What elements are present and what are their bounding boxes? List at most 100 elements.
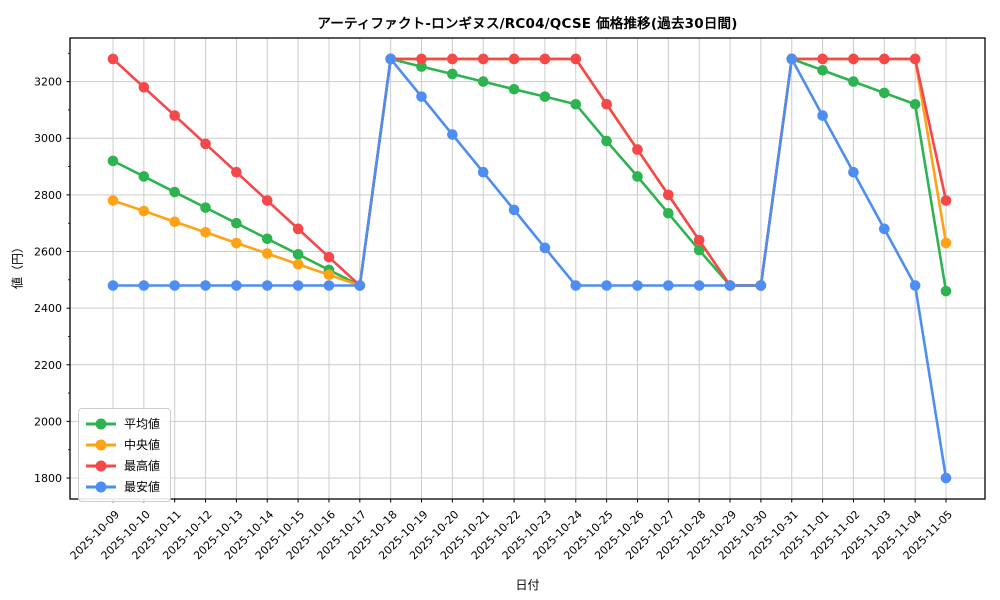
data-point-min (107, 280, 119, 291)
data-point-min (878, 223, 890, 235)
data-point-mean (909, 98, 921, 110)
data-point-max (940, 195, 952, 206)
data-point-mean (169, 186, 181, 198)
data-point-max (447, 53, 458, 65)
data-point-min (848, 166, 859, 178)
y-tick-label: 3000 (34, 132, 62, 145)
data-point-max (539, 53, 551, 65)
data-point-mean (663, 207, 674, 219)
data-point-mean (200, 202, 211, 213)
data-point-min (416, 91, 427, 102)
data-point-mean (231, 217, 242, 229)
data-point-mean (261, 233, 273, 245)
legend-marker-min-icon (86, 481, 116, 492)
legend-label-min: 最安値 (124, 479, 161, 494)
legend-label-median: 中央値 (124, 437, 161, 452)
data-point-median (200, 226, 211, 238)
data-point-min (261, 280, 273, 291)
data-point-min (693, 280, 705, 291)
data-point-median (940, 237, 952, 249)
data-point-max (169, 110, 181, 121)
y-tick-label: 2400 (34, 302, 62, 315)
legend-item-mean: 平均値 (86, 413, 160, 434)
data-point-min (138, 280, 150, 291)
data-point-min (231, 280, 242, 291)
data-point-min (724, 280, 736, 291)
legend: 平均値 中央値 最高値 最安値 (78, 408, 172, 502)
series-line-min (113, 54, 948, 479)
data-point-min (663, 280, 674, 291)
data-point-mean (878, 87, 890, 99)
data-point-min (786, 53, 798, 65)
data-point-max (848, 53, 859, 65)
data-point-mean (447, 68, 458, 80)
data-point-median (107, 195, 119, 206)
data-point-mean (477, 76, 489, 87)
legend-marker-mean-icon (86, 418, 116, 429)
data-point-mean (848, 76, 859, 87)
data-point-max (601, 98, 612, 110)
data-point-max (909, 53, 921, 65)
y-axis-label: 値（円） (10, 240, 25, 290)
data-point-median (138, 205, 150, 217)
data-point-min (508, 204, 520, 216)
legend-marker-median-icon (86, 439, 116, 450)
data-point-min (200, 280, 211, 291)
y-tick-label: 2600 (34, 246, 62, 259)
y-tick-label: 3200 (34, 76, 62, 89)
y-tick-label: 2000 (34, 415, 62, 428)
chart-title: アーティファクト-ロンギヌス/RC04/QCSE 価格推移(過去30日間) (317, 16, 738, 32)
axes-spines (69, 37, 986, 500)
data-point-mean (416, 61, 427, 72)
data-point-max (107, 53, 119, 65)
data-point-mean (693, 244, 705, 256)
data-point-max (477, 53, 489, 65)
y-tick-label: 2800 (34, 189, 62, 202)
data-point-min (755, 280, 767, 291)
series-line-mean (112, 57, 948, 292)
y-tick-label: 1800 (34, 472, 62, 485)
data-point-min (632, 280, 643, 291)
legend-marker-max-icon (86, 460, 116, 471)
data-point-max (570, 53, 582, 65)
data-point-median (261, 248, 273, 259)
data-point-min (292, 280, 304, 291)
data-point-max (663, 189, 674, 201)
series-line-max (112, 57, 948, 289)
data-point-max (231, 166, 242, 178)
data-point-median (169, 216, 181, 228)
data-point-mean (940, 285, 952, 297)
data-point-max (261, 195, 273, 206)
data-point-max (693, 234, 705, 246)
data-point-mean (601, 135, 612, 147)
legend-item-min: 最安値 (86, 476, 160, 497)
data-point-mean (632, 171, 643, 182)
data-point-max (416, 53, 427, 65)
data-point-min (354, 280, 366, 291)
data-point-max (508, 53, 520, 65)
data-point-max (292, 223, 304, 235)
data-point-mean (292, 249, 304, 260)
data-point-mean (817, 64, 828, 76)
legend-item-median: 中央値 (86, 434, 160, 455)
y-tick-label: 2200 (34, 359, 62, 372)
x-axis-label: 日付 (515, 578, 540, 592)
data-point-min (477, 166, 489, 178)
data-point-mean (539, 91, 551, 102)
data-point-median (231, 237, 242, 249)
legend-item-max: 最高値 (86, 455, 160, 476)
data-point-max (817, 53, 828, 65)
data-point-min (385, 53, 396, 65)
data-point-min (570, 280, 582, 291)
data-point-min (323, 280, 335, 291)
data-point-median (323, 269, 335, 281)
data-point-min (539, 242, 551, 254)
data-point-max (632, 144, 643, 155)
data-point-max (878, 53, 890, 65)
data-point-mean (570, 98, 582, 110)
data-point-min (447, 129, 458, 140)
data-point-max (138, 81, 150, 93)
legend-label-max: 最高値 (124, 458, 161, 473)
